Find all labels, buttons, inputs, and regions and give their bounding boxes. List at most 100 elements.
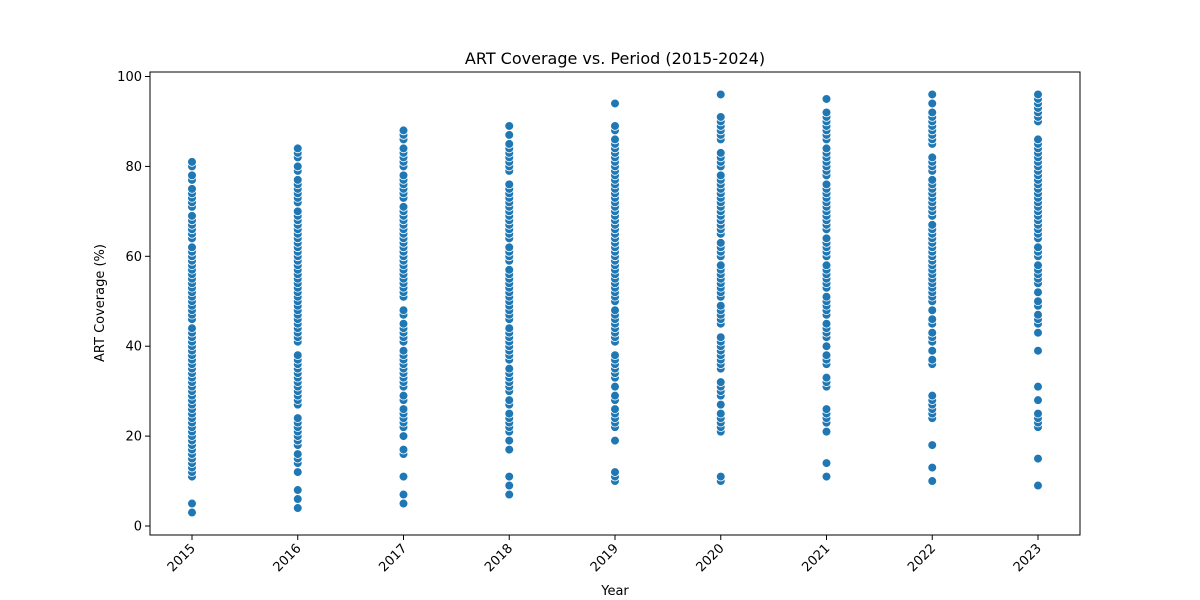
data-point (187, 184, 197, 194)
data-point (187, 211, 197, 221)
data-point (1033, 134, 1043, 145)
data-point (1033, 242, 1043, 253)
data-point (715, 112, 726, 122)
data-point (504, 121, 515, 131)
data-point (610, 404, 620, 414)
data-point (927, 462, 938, 473)
data-point (715, 399, 726, 410)
data-point (821, 94, 832, 104)
data-points (187, 89, 1043, 518)
data-point (504, 323, 515, 334)
data-point (1033, 395, 1043, 405)
x-tick-label: 2021 (799, 541, 833, 575)
data-point (398, 471, 409, 482)
y-tick-label: 60 (125, 250, 142, 265)
data-point (715, 408, 726, 419)
data-point (504, 408, 515, 419)
x-tick-label: 2019 (588, 541, 622, 575)
data-point (610, 381, 620, 392)
data-point (504, 130, 515, 140)
data-point (821, 426, 832, 437)
data-point (821, 260, 832, 271)
data-point (821, 471, 832, 482)
chart-title: ART Coverage vs. Period (2015-2024) (465, 49, 765, 68)
x-tick-label: 2023 (1011, 541, 1045, 575)
data-point (715, 332, 726, 343)
x-tick-label: 2016 (271, 541, 305, 575)
data-point (398, 170, 409, 181)
x-tick-label: 2015 (165, 541, 199, 575)
y-axis-label: ART Coverage (%) (93, 244, 108, 362)
data-point (927, 305, 938, 316)
data-point (715, 238, 726, 248)
data-point (610, 390, 620, 401)
data-point (1033, 345, 1043, 356)
x-tick-label: 2022 (905, 541, 939, 575)
x-tick-label: 2020 (694, 541, 728, 575)
x-axis: 2015 2016 2017 2018 2019 2020 2021 2022 2023 (165, 535, 1045, 575)
data-point (927, 390, 938, 401)
data-point (927, 314, 938, 325)
data-point (610, 435, 620, 446)
data-point (821, 318, 832, 329)
data-point (187, 157, 197, 167)
data-point (398, 444, 409, 455)
data-point (715, 89, 726, 100)
data-point (398, 125, 409, 136)
data-point (1033, 327, 1043, 338)
data-point (610, 98, 620, 109)
data-point (821, 233, 832, 244)
data-point (398, 404, 409, 414)
data-point (821, 291, 832, 302)
data-point (292, 143, 303, 154)
data-point (1033, 408, 1043, 419)
data-point (821, 350, 832, 360)
y-tick-label: 40 (125, 340, 142, 355)
data-point (292, 467, 303, 477)
data-point (715, 260, 726, 271)
data-point (715, 170, 726, 181)
data-point (1033, 296, 1043, 307)
data-point (927, 476, 938, 486)
data-point (821, 404, 832, 414)
data-point (821, 341, 832, 352)
plot-area (149, 71, 1081, 536)
data-point (504, 363, 515, 374)
data-point (927, 98, 938, 109)
data-point (292, 350, 303, 360)
data-point (610, 121, 620, 131)
data-point (610, 305, 620, 316)
data-point (398, 390, 409, 401)
y-axis: 0 20 40 60 80 100 (117, 70, 150, 535)
data-point (821, 458, 832, 468)
data-point (504, 395, 515, 405)
data-point (187, 323, 197, 334)
data-point (504, 179, 515, 190)
data-point (1033, 453, 1043, 464)
data-point (927, 220, 938, 230)
y-tick-label: 100 (117, 70, 142, 85)
data-point (821, 143, 832, 154)
data-point (1033, 309, 1043, 320)
data-point (715, 300, 726, 311)
data-point (398, 498, 409, 509)
data-point (187, 170, 197, 181)
data-point (292, 449, 303, 459)
data-point (504, 435, 515, 446)
data-point (715, 148, 726, 158)
data-point (504, 471, 515, 482)
data-point (927, 152, 938, 163)
data-point (927, 345, 938, 356)
data-point (927, 440, 938, 450)
data-point (927, 327, 938, 338)
data-point (927, 175, 938, 185)
data-point (1033, 287, 1043, 298)
data-point (1033, 260, 1043, 271)
x-axis-label: Year (600, 584, 629, 599)
data-point (715, 471, 726, 482)
data-point (610, 134, 620, 145)
data-point (292, 413, 303, 423)
data-point (504, 444, 515, 455)
data-point (398, 202, 409, 212)
data-point (292, 503, 303, 513)
